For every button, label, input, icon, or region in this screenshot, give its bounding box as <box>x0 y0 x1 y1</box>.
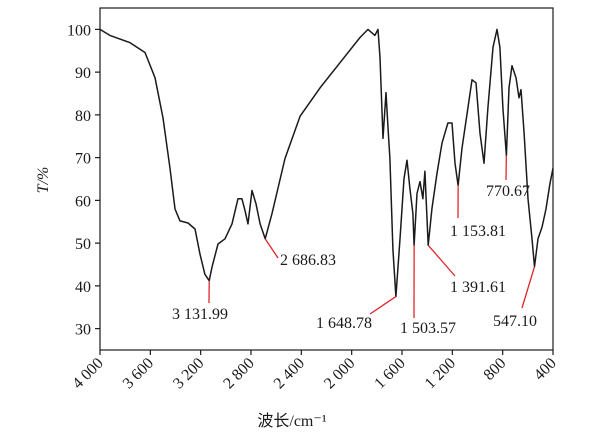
x-tick-label: 2 800 <box>220 355 257 392</box>
annotation-label: 1 153.81 <box>450 223 506 240</box>
annotation-leader <box>521 266 536 309</box>
x-tick-label: 2 000 <box>321 355 358 392</box>
annotation-leader <box>369 296 397 315</box>
y-tick-label: 50 <box>75 236 91 253</box>
annotation-label: 547.10 <box>493 313 537 330</box>
annotation-leader <box>264 238 279 259</box>
annotation-leader <box>427 244 456 277</box>
annotation-label: 1 503.57 <box>400 320 456 337</box>
y-tick-label: 30 <box>75 322 91 339</box>
x-tick-label: 1 200 <box>422 355 459 392</box>
y-tick-label: 90 <box>75 65 91 82</box>
y-tick-label: 70 <box>75 151 91 168</box>
x-tick-label: 3 600 <box>120 355 157 392</box>
annotation-label: 3 131.99 <box>172 306 228 323</box>
x-tick-label: 800 <box>481 355 510 384</box>
x-tick-label: 3 200 <box>170 355 207 392</box>
x-tick-label: 400 <box>531 355 560 384</box>
x-axis-label: 波长/cm⁻¹ <box>257 412 326 430</box>
y-axis-label: T/% <box>35 167 52 194</box>
plot-frame <box>99 7 554 351</box>
y-tick-label: 40 <box>75 279 91 296</box>
y-tick-label: 60 <box>75 193 91 210</box>
annotation-label: 770.67 <box>486 183 530 200</box>
annotation-label: 1 391.61 <box>450 279 506 296</box>
annotation-label: 1 648.78 <box>316 315 372 332</box>
y-tick-label: 80 <box>75 108 91 125</box>
x-tick-label: 1 600 <box>371 355 408 392</box>
x-tick-label: 2 400 <box>271 355 308 392</box>
x-tick-label: 4 000 <box>69 355 106 392</box>
annotation-label: 2 686.83 <box>280 252 336 269</box>
spectrum-line <box>99 28 554 298</box>
y-tick-label: 100 <box>67 22 91 39</box>
